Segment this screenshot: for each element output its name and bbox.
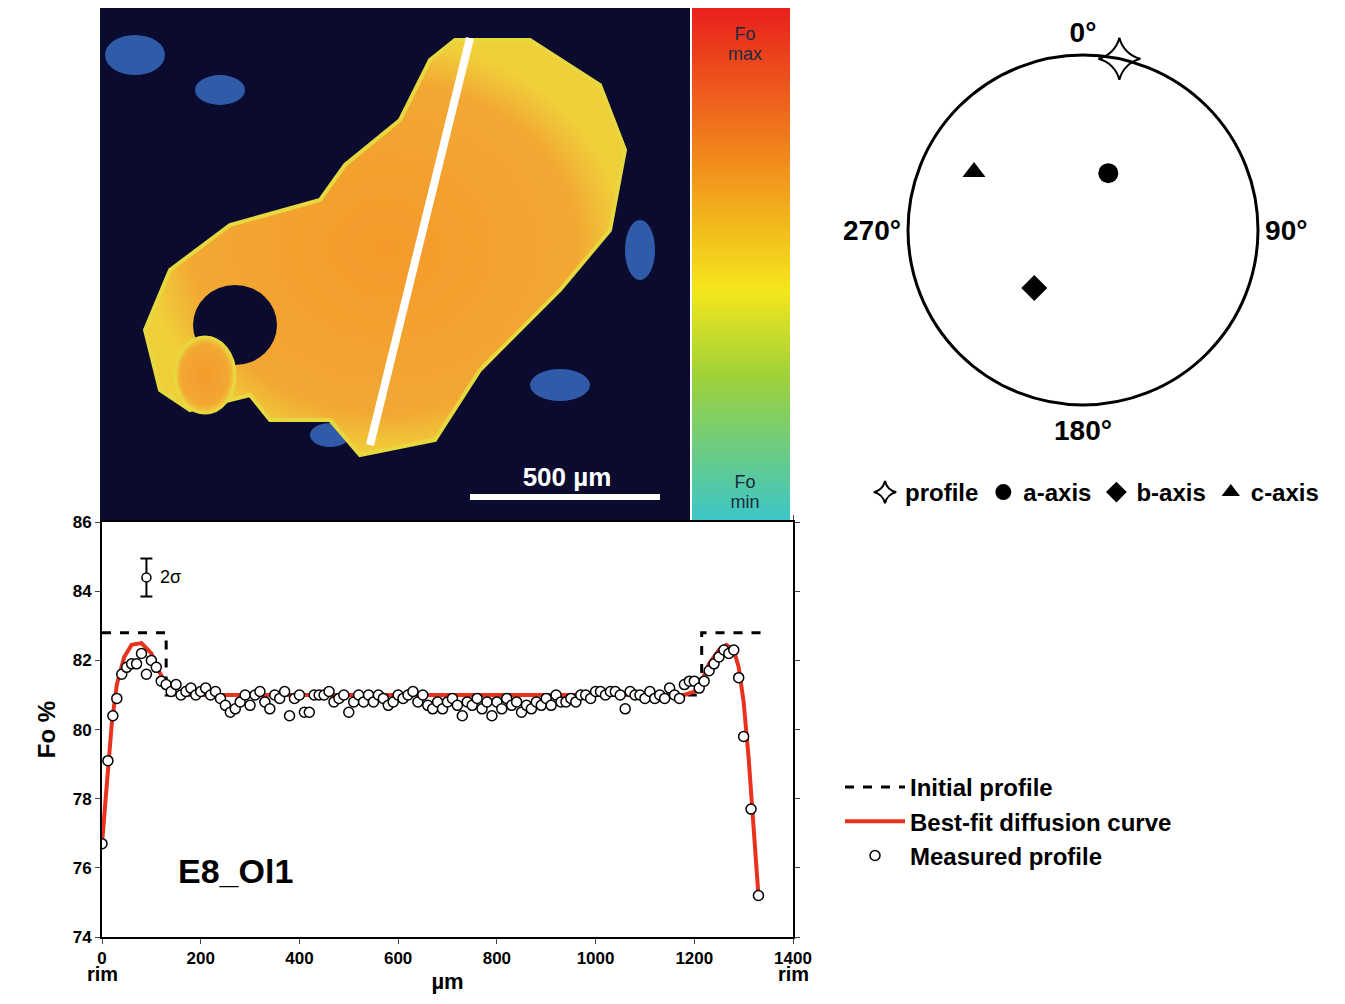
svg-text:80: 80 (73, 721, 92, 740)
svg-text:82: 82 (73, 651, 92, 670)
svg-text:profile: profile (905, 479, 978, 506)
svg-text:600: 600 (384, 949, 412, 968)
svg-text:200: 200 (187, 949, 215, 968)
svg-text:Measured profile: Measured profile (910, 843, 1102, 870)
svg-text:c-axis: c-axis (1251, 479, 1319, 506)
svg-text:74: 74 (73, 928, 92, 947)
svg-text:86: 86 (73, 513, 92, 532)
svg-text:µm: µm (431, 969, 463, 994)
svg-text:78: 78 (73, 790, 92, 809)
svg-text:rim: rim (87, 963, 118, 985)
svg-text:Fomax: Fomax (728, 24, 762, 64)
svg-text:180°: 180° (1054, 415, 1112, 446)
svg-text:a-axis: a-axis (1023, 479, 1091, 506)
svg-text:1000: 1000 (577, 949, 615, 968)
svg-text:Fo %: Fo % (33, 701, 60, 758)
svg-text:rim: rim (778, 963, 809, 985)
svg-text:800: 800 (483, 949, 511, 968)
svg-text:84: 84 (73, 582, 92, 601)
svg-text:1400: 1400 (774, 949, 812, 968)
svg-text:0: 0 (97, 949, 106, 968)
svg-text:1200: 1200 (675, 949, 713, 968)
svg-text:270°: 270° (843, 215, 901, 246)
svg-text:90°: 90° (1265, 215, 1307, 246)
svg-text:76: 76 (73, 859, 92, 878)
svg-text:400: 400 (285, 949, 313, 968)
svg-text:Initial profile: Initial profile (910, 774, 1053, 801)
svg-text:b-axis: b-axis (1136, 479, 1205, 506)
svg-text:2σ: 2σ (160, 567, 181, 587)
svg-text:Fomin: Fomin (730, 472, 759, 512)
svg-text:E8_Ol1: E8_Ol1 (178, 852, 293, 890)
svg-text:0°: 0° (1070, 17, 1097, 48)
svg-text:500 µm: 500 µm (523, 462, 612, 492)
svg-text:Best-fit diffusion curve: Best-fit diffusion curve (910, 809, 1171, 836)
